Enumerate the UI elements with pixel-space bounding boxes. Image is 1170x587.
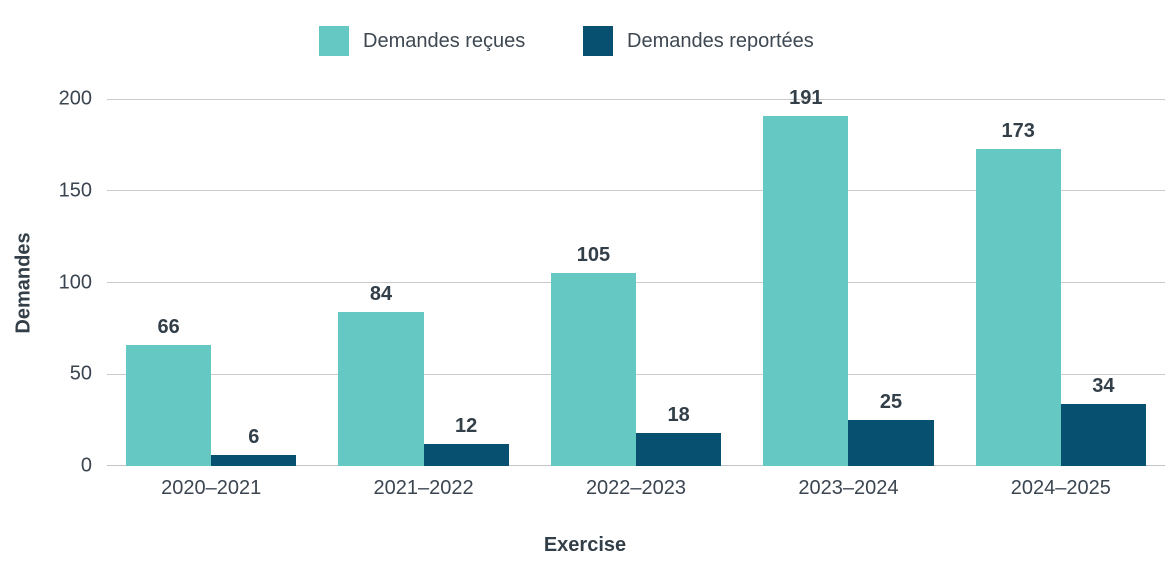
legend-label: Demandes reçues [363, 30, 526, 52]
x-axis-category-labels: 2020–2021 2021–2022 2022–2023 2023–2024 2024… [107, 477, 1165, 503]
bar-demandes-recues-2021-2022 [338, 311, 424, 466]
bar-group-2021-2022: 84 12 [338, 99, 509, 466]
chart-legend: Demandes reçues Demandes reportées [0, 26, 1170, 56]
bar-demandes-reportees-2020-2021 [211, 455, 297, 466]
gridline-150 [107, 190, 1165, 192]
bar-value-label: 25 [879, 391, 903, 414]
y-tick-label-200: 200 [58, 87, 92, 110]
y-tick-label-0: 0 [80, 454, 92, 477]
bar-demandes-reportees-2021-2022 [423, 443, 509, 466]
bar-group-2023-2024: 191 25 [763, 87, 934, 466]
bar-value-label: 66 [157, 315, 180, 338]
y-axis-tick-labels: 0 50 100 150 200 [0, 88, 92, 477]
x-category-label-2023-2024: 2023–2024 [798, 477, 899, 499]
bar-demandes-recues-2023-2024 [763, 115, 849, 466]
bar-value-label: 84 [369, 282, 393, 305]
plot-area: 66 6 84 12 105 18 191 25 173 34 [107, 87, 1165, 466]
y-tick-label-50: 50 [69, 362, 92, 385]
bar-group-2024-2025: 173 34 [975, 99, 1146, 466]
x-category-label-2024-2025: 2024–2025 [1010, 477, 1111, 499]
gridline-200 [107, 98, 1165, 100]
gridline-50 [107, 373, 1165, 375]
bar-value-label: 12 [455, 414, 478, 437]
x-category-label-2021-2022: 2021–2022 [373, 477, 474, 499]
legend-item-demandes-reportees: Demandes reportées [583, 26, 814, 56]
gridline-100 [107, 282, 1165, 283]
bar-value-label: 173 [1001, 119, 1035, 142]
bar-value-label: 105 [576, 244, 611, 267]
y-tick-label-100: 100 [58, 271, 92, 293]
bar-group-2020-2021: 66 6 [126, 99, 297, 466]
legend-color-swatch [319, 26, 349, 56]
legend-color-swatch [583, 26, 613, 56]
bar-demandes-recues-2022-2023 [550, 273, 636, 466]
x-category-label-2022-2023: 2022–2023 [585, 477, 687, 499]
bar-demandes-reportees-2024-2025 [1060, 403, 1146, 466]
bar-demandes-reportees-2023-2024 [848, 420, 934, 466]
bar-demandes-reportees-2022-2023 [635, 432, 722, 466]
x-category-label-2020-2021: 2020–2021 [161, 477, 262, 499]
legend-item-demandes-recues: Demandes reçues [319, 26, 525, 56]
bar-value-label: 18 [667, 403, 690, 426]
x-axis-title: Exercise [543, 534, 627, 556]
bar-demandes-recues-2024-2025 [975, 148, 1061, 466]
legend-label: Demandes reportées [627, 30, 814, 52]
y-tick-label-150: 150 [58, 179, 92, 202]
bar-value-label: 191 [789, 86, 823, 109]
bar-demandes-recues-2020-2021 [126, 344, 212, 466]
bar-value-label: 34 [1092, 374, 1115, 397]
bar-value-label: 6 [248, 426, 260, 448]
bar-group-2022-2023: 105 18 [550, 99, 722, 466]
